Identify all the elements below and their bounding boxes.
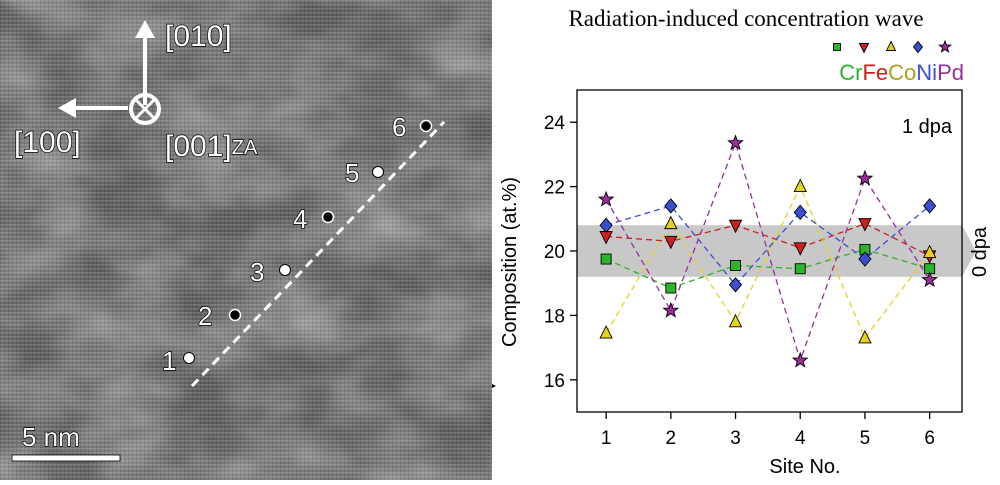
y-tick-label: 16 bbox=[544, 371, 565, 392]
zero-dpa-band bbox=[577, 225, 976, 277]
data-point-pd-1 bbox=[597, 190, 615, 207]
series-line-co bbox=[605, 185, 931, 340]
data-point-ni-2 bbox=[664, 198, 678, 214]
site-label-3: 3 bbox=[250, 257, 264, 287]
x-tick-label: 1 bbox=[601, 428, 612, 449]
data-point-pd-2 bbox=[662, 301, 680, 318]
x-axis-label: Site No. bbox=[769, 456, 840, 478]
legend-marker-fe bbox=[858, 43, 870, 54]
tem-micrograph: [010] [100] [001]ZA 1 2 3 4 5 6 5 nm bbox=[0, 0, 492, 480]
data-point-ni-3 bbox=[728, 277, 743, 293]
legend-marker-pd bbox=[938, 39, 952, 53]
data-point-cr-2 bbox=[665, 282, 677, 294]
data-point-fe-5 bbox=[858, 218, 872, 232]
y-axis-label: Composition (at.%) bbox=[499, 177, 521, 347]
lattice-fringes bbox=[0, 0, 492, 480]
data-point-ni-1 bbox=[599, 217, 613, 233]
site-dot-4 bbox=[321, 210, 335, 224]
data-point-co-4 bbox=[793, 178, 807, 193]
arrow-left-icon bbox=[58, 98, 76, 118]
legend-label-fe: Fe bbox=[862, 60, 888, 85]
site-dot-3 bbox=[279, 264, 291, 276]
data-point-cr-4 bbox=[794, 263, 806, 275]
site-dot-2 bbox=[228, 308, 242, 322]
site-dot-5 bbox=[372, 166, 384, 178]
data-point-co-5 bbox=[858, 329, 872, 344]
data-point-co-6 bbox=[922, 244, 937, 259]
reference-band bbox=[577, 225, 976, 277]
chart-title: Radiation-induced concentration wave bbox=[568, 6, 923, 31]
data-point-co-2 bbox=[664, 215, 678, 230]
data-point-co-3 bbox=[728, 313, 743, 328]
data-point-co-1 bbox=[599, 325, 613, 339]
y-tick-label: 18 bbox=[544, 306, 565, 327]
data-point-ni-6 bbox=[923, 198, 937, 214]
site-label-2: 2 bbox=[198, 301, 212, 331]
data-point-pd-3 bbox=[727, 134, 744, 151]
legend-marker-co bbox=[885, 40, 897, 51]
series-line-pd bbox=[605, 141, 931, 363]
site-dot-1 bbox=[183, 352, 195, 364]
composition-chart: Radiation-induced concentration wave CrF… bbox=[222, 0, 1000, 480]
direction-100-label: [100] bbox=[14, 126, 81, 159]
crystal-axes: [010] [100] [001]ZA bbox=[13, 19, 258, 163]
dose-annotation: 1 dpa bbox=[902, 116, 953, 138]
pointer-arrow bbox=[222, 380, 496, 392]
y-tick-label: 24 bbox=[544, 113, 566, 134]
arrow-up-icon bbox=[135, 20, 155, 38]
data-point-ni-4 bbox=[793, 204, 807, 221]
legend-label-pd: Pd bbox=[937, 60, 964, 85]
legend-label-co: Co bbox=[888, 60, 916, 85]
zone-axis-icon bbox=[129, 93, 161, 125]
data-point-fe-3 bbox=[728, 219, 743, 234]
legend-label-cr: Cr bbox=[839, 60, 862, 85]
x-tick-label: 5 bbox=[860, 428, 871, 449]
site-label-1: 1 bbox=[162, 346, 176, 376]
series-line-fe bbox=[606, 222, 930, 257]
direction-010-label: [010] bbox=[165, 20, 232, 53]
data-point-pd-6 bbox=[921, 271, 939, 288]
legend: CrFeCoNiPd bbox=[833, 39, 964, 85]
data-point-fe-2 bbox=[664, 235, 678, 250]
y-tick-label: 20 bbox=[544, 242, 565, 263]
scale-bar-line bbox=[11, 454, 121, 462]
site-label-4: 4 bbox=[293, 204, 307, 234]
x-tick-label: 4 bbox=[795, 428, 806, 449]
series-pd bbox=[597, 134, 939, 368]
site-label-6: 6 bbox=[392, 112, 406, 142]
data-point-cr-3 bbox=[730, 260, 741, 271]
legend-labels: CrFeCoNiPd bbox=[839, 60, 964, 85]
series-cr bbox=[600, 243, 936, 294]
x-tick-label: 6 bbox=[924, 428, 935, 449]
data-point-pd-4 bbox=[791, 351, 809, 368]
data-point-cr-1 bbox=[600, 253, 612, 265]
series-co bbox=[599, 178, 937, 344]
site-dot-6 bbox=[419, 119, 433, 133]
chart-series bbox=[597, 134, 939, 368]
y-tick-label: 22 bbox=[544, 178, 565, 199]
data-point-ni-5 bbox=[858, 251, 872, 267]
data-point-fe-4 bbox=[793, 242, 807, 256]
site-markers: 1 2 3 4 5 6 bbox=[161, 111, 433, 377]
legend-marker-cr bbox=[833, 43, 841, 51]
scale-bar-label: 5 nm bbox=[22, 422, 80, 452]
scale-bar: 5 nm bbox=[11, 421, 121, 462]
site-label-5: 5 bbox=[345, 158, 359, 188]
series-ni bbox=[599, 198, 937, 293]
x-tick-label: 3 bbox=[730, 428, 741, 449]
x-tick-label: 2 bbox=[666, 428, 677, 449]
legend-label-ni: Ni bbox=[916, 60, 937, 85]
band-label: 0 dpa bbox=[969, 226, 991, 277]
series-line-ni bbox=[605, 205, 931, 286]
arrow-right-icon bbox=[484, 380, 496, 392]
data-point-pd-5 bbox=[856, 169, 874, 186]
series-fe bbox=[599, 218, 937, 264]
series-line-cr bbox=[605, 248, 930, 289]
legend-marker-ni bbox=[912, 40, 924, 54]
site-path-line bbox=[190, 120, 446, 388]
zone-axis-label: [001]ZA bbox=[165, 130, 258, 163]
chart-axes: 16 18 20 22 24 1 2 3 4 5 6 bbox=[544, 89, 963, 449]
